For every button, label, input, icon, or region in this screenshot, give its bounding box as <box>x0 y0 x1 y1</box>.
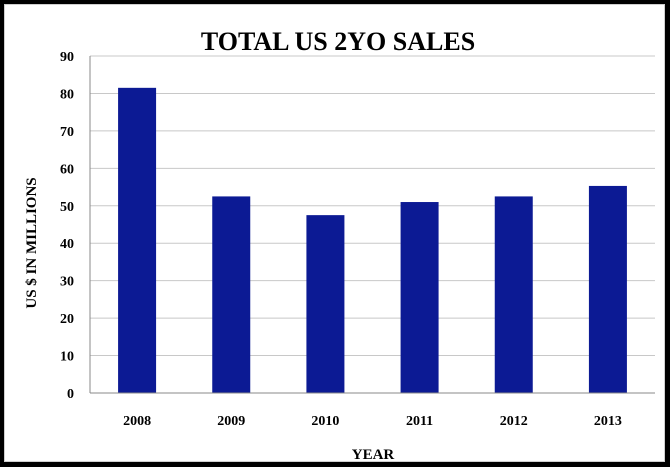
x-tick-labels: 2008 2009 2010 2011 2012 2013 <box>123 414 622 429</box>
y-tick-label: 20 <box>60 312 74 327</box>
y-tick-label: 80 <box>60 87 74 102</box>
x-tick-label-2010: 2010 <box>311 414 339 429</box>
y-tick-label: 0 <box>67 387 74 402</box>
x-tick-label-2008: 2008 <box>123 414 151 429</box>
bar-2008 <box>118 87 157 394</box>
y-tick-label: 50 <box>60 200 74 215</box>
y-tick-label: 40 <box>60 237 74 252</box>
y-tick-label: 10 <box>60 350 74 365</box>
gridlines <box>90 55 655 357</box>
bar-2009 <box>212 196 251 393</box>
bar-2012 <box>494 196 533 393</box>
bar-2010 <box>306 215 345 393</box>
chart-title: TOTAL US 2YO SALES <box>201 27 475 56</box>
bars <box>118 87 627 394</box>
x-axis-label: YEAR <box>352 447 395 463</box>
x-tick-label-2012: 2012 <box>500 414 528 429</box>
axes <box>89 56 655 394</box>
y-tick-label: 90 <box>60 50 74 65</box>
x-tick-label-2009: 2009 <box>217 414 245 429</box>
bar-2011 <box>400 202 439 393</box>
y-tick-labels: 0 10 20 30 40 50 60 70 80 90 <box>60 50 74 402</box>
y-tick-label: 70 <box>60 125 74 140</box>
x-tick-label-2011: 2011 <box>406 414 433 429</box>
y-axis-label: US $ IN MILLIONS <box>24 177 40 308</box>
x-tick-label-2013: 2013 <box>594 414 622 429</box>
y-tick-label: 30 <box>60 275 74 290</box>
y-tick-label: 60 <box>60 162 74 177</box>
bar-2013 <box>588 185 627 393</box>
